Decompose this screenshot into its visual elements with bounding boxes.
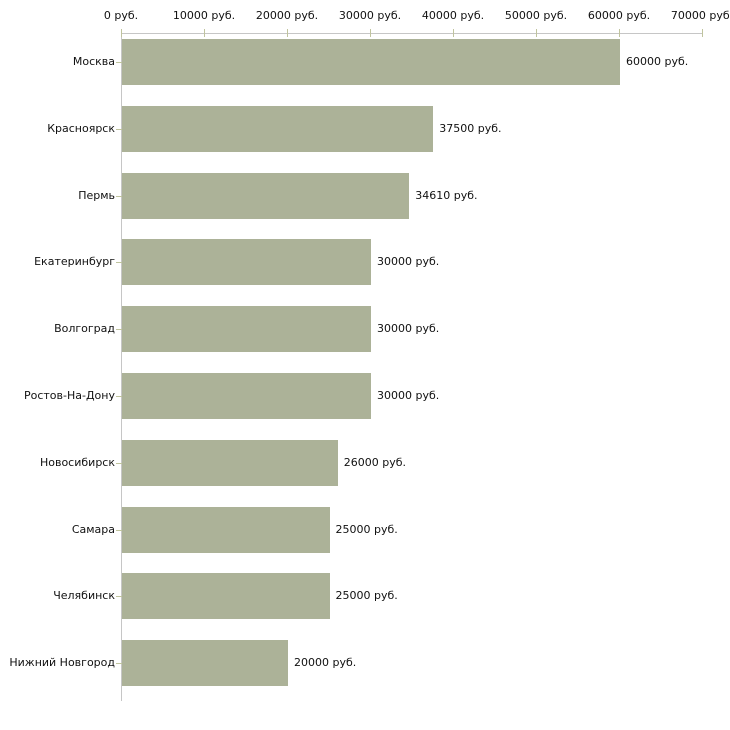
bar [122, 306, 371, 353]
x-tick-label: 50000 руб. [504, 9, 568, 22]
bar [122, 172, 410, 219]
x-tick-mark [121, 29, 122, 37]
x-tick-mark [453, 29, 454, 37]
category-label: Ростов-На-Дону [23, 389, 115, 402]
category-label: Москва [72, 55, 115, 68]
y-tick-mark [116, 529, 122, 531]
bar [122, 439, 338, 486]
x-tick-mark [619, 29, 620, 37]
category-label: Новосибирск [39, 455, 115, 469]
value-label: 37500 руб. [439, 121, 502, 135]
y-tick-mark [116, 128, 122, 130]
y-axis-line [121, 33, 122, 701]
y-tick-mark [116, 195, 122, 197]
x-tick-label: 60000 руб. [587, 9, 651, 22]
y-tick-mark [116, 62, 122, 63]
value-label: 60000 руб. [626, 55, 689, 68]
category-label: Нижний Новгород [9, 656, 115, 670]
y-tick-mark [116, 329, 122, 331]
bar [122, 239, 371, 286]
x-axis-line [121, 33, 703, 34]
bar [122, 573, 330, 620]
x-tick-label: 0 руб. [103, 9, 139, 22]
category-label: Екатеринбург [34, 255, 115, 269]
value-label: 30000 руб. [377, 255, 440, 269]
x-tick-mark [370, 29, 371, 37]
x-tick-mark [702, 29, 703, 37]
value-label: 20000 руб. [294, 656, 357, 670]
x-tick-mark [287, 29, 288, 37]
category-label: Самара [71, 522, 115, 536]
x-tick-label: 70000 руб. [670, 9, 730, 22]
category-label: Красноярск [47, 121, 115, 135]
x-tick-label: 10000 руб. [172, 9, 236, 22]
x-tick-label: 20000 руб. [255, 9, 319, 22]
value-label: 30000 руб. [377, 322, 440, 336]
x-tick-mark [204, 29, 205, 37]
bar [122, 105, 434, 152]
category-label: Пермь [78, 188, 115, 202]
value-label: 26000 руб. [343, 455, 407, 469]
y-tick-mark [116, 262, 122, 264]
y-tick-mark [116, 663, 122, 665]
y-tick-mark [116, 596, 122, 598]
value-label: 34610 руб. [415, 188, 478, 202]
y-tick-mark [116, 396, 122, 397]
bar [122, 39, 620, 85]
value-label: 25000 руб. [335, 589, 398, 603]
value-label: 25000 руб. [335, 522, 398, 536]
x-tick-label: 30000 руб. [338, 9, 402, 22]
bar [122, 373, 371, 419]
category-label: Челябинск [53, 589, 115, 603]
category-label: Волгоград [54, 322, 115, 336]
value-label: 30000 руб. [377, 389, 440, 402]
y-tick-mark [116, 462, 122, 464]
x-tick-mark [536, 29, 537, 37]
bar [122, 640, 288, 687]
x-tick-label: 40000 руб. [421, 9, 485, 22]
bar [122, 506, 330, 553]
